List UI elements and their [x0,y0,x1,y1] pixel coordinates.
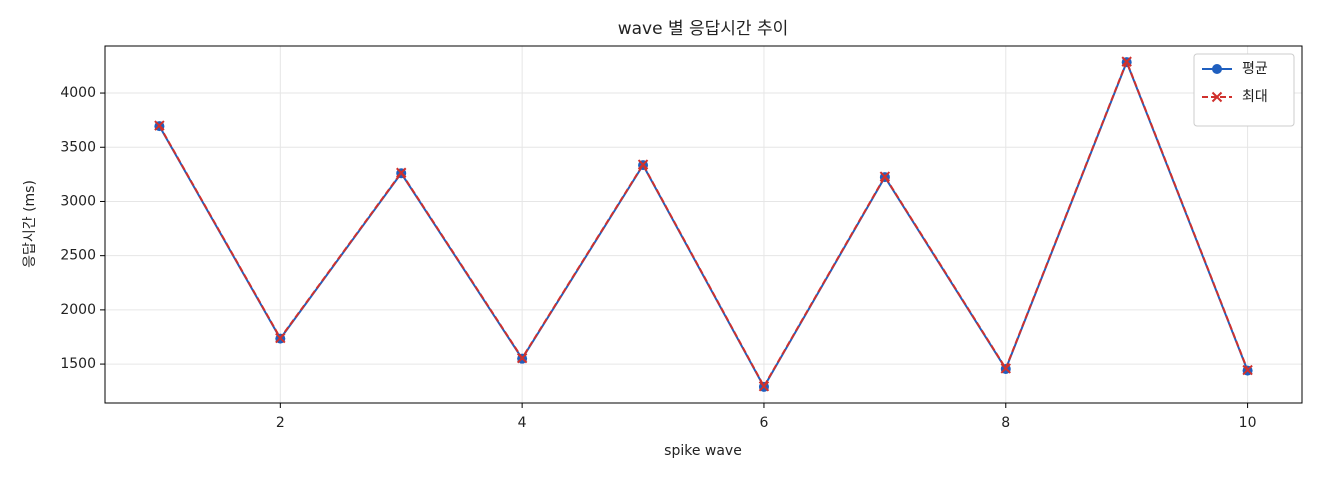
point [758,381,770,392]
y-tick-label: 2000 [60,302,96,318]
x-tick-label: 10 [1239,415,1257,431]
y-tick-label: 1500 [60,356,96,372]
plot-area [154,56,1253,392]
point [396,167,407,178]
legend-marker [1212,64,1222,74]
y-tick-label: 2500 [60,248,96,264]
point [1242,364,1253,376]
x-tick-label: 2 [276,415,285,431]
legend-marker [1211,91,1223,103]
series-line [158,59,1249,389]
chart-title: wave 별 응답시간 추이 [618,19,789,39]
axes-frame [104,45,1303,404]
point [1000,363,1011,374]
y-tick-label: 3000 [60,193,96,209]
x-tick-label: 4 [518,415,527,431]
grid [105,46,1302,403]
x-axis-label: spike wave [664,443,742,459]
x-tick-label: 6 [759,415,768,431]
point [516,352,528,364]
point [879,171,891,182]
legend-label: 최대 [1242,89,1268,105]
y-axis-label: 응답시간 (ms) [22,180,38,268]
point [1121,56,1132,67]
point [637,159,649,170]
x-tick-label: 8 [1001,415,1010,431]
series-line [158,58,1249,389]
y-tick-label: 3500 [60,139,96,155]
y-tick-label: 4000 [60,85,96,101]
point [154,120,165,131]
point [275,332,286,344]
legend-label: 평균 [1242,61,1268,77]
